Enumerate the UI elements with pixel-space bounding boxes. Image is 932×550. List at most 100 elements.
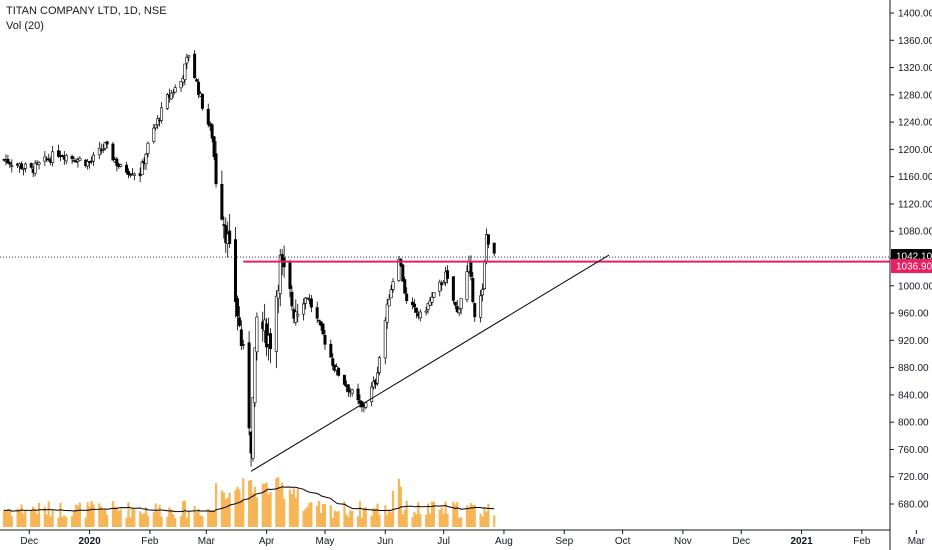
candle	[91, 151, 95, 166]
volume-bar	[32, 506, 35, 527]
candle	[403, 276, 407, 295]
volume-bar	[333, 510, 336, 527]
volume-bar	[168, 507, 171, 527]
candle-body	[323, 335, 327, 345]
candle-body	[64, 155, 68, 162]
candle-body	[2, 159, 6, 161]
candle-body	[101, 148, 105, 151]
volume-bar	[419, 513, 422, 527]
candle-body	[253, 347, 257, 404]
y-tick-label: 1280.00	[898, 90, 932, 101]
candle-body	[418, 311, 422, 319]
candle-body	[309, 298, 313, 308]
candle	[364, 401, 368, 410]
candle	[74, 158, 78, 163]
volume-bar	[473, 504, 476, 527]
candle-body	[432, 292, 436, 298]
candle	[276, 284, 280, 314]
candle-body	[125, 164, 129, 173]
volume-bar	[212, 510, 216, 527]
candle-body	[220, 183, 224, 220]
candle	[144, 153, 148, 170]
candle-body	[37, 162, 41, 165]
candle-body	[173, 87, 177, 93]
volume-bar	[440, 507, 443, 527]
volume-bar	[290, 494, 294, 527]
candle	[154, 124, 158, 131]
candle-body	[154, 124, 158, 129]
volume-bar	[294, 497, 297, 527]
candle	[183, 63, 187, 86]
candle-body	[426, 303, 430, 310]
volume-bar	[362, 508, 365, 527]
volume-bar	[207, 508, 210, 527]
candle-body	[193, 53, 197, 79]
y-tick-label: 1000.00	[898, 281, 932, 292]
candle	[210, 123, 214, 143]
candle	[47, 153, 51, 162]
candle-body	[385, 303, 389, 323]
volume-bar	[318, 500, 321, 527]
volume-bar	[316, 505, 319, 527]
volume-bar	[209, 509, 212, 527]
candle	[342, 374, 346, 386]
volume-bar	[261, 483, 264, 527]
candle	[473, 302, 477, 322]
volume-bar	[426, 503, 430, 527]
candle-body	[486, 234, 490, 245]
volume-bar	[323, 503, 327, 527]
candle	[97, 141, 101, 160]
volume-bar	[133, 509, 136, 527]
candle-body	[430, 296, 434, 303]
volume-bar	[111, 501, 115, 527]
candle-body	[305, 297, 309, 300]
volume-bar	[454, 504, 457, 527]
volume-bar	[370, 515, 373, 527]
candle	[220, 170, 224, 221]
candle-body	[185, 57, 189, 64]
volume-bar	[158, 504, 161, 527]
candle-body	[255, 316, 259, 353]
volume-bar	[43, 506, 46, 527]
candle-body	[428, 300, 432, 306]
volume-bar	[104, 509, 107, 527]
volume-bar	[329, 505, 332, 527]
volume-bar	[57, 517, 60, 527]
volume-bar	[65, 516, 68, 527]
volume-bar	[265, 482, 268, 527]
candle	[274, 290, 278, 369]
candle-body	[195, 79, 199, 82]
candle-body	[337, 367, 341, 376]
candle	[486, 234, 490, 249]
candle-body	[251, 397, 255, 459]
candle-body	[342, 374, 346, 385]
candle-body	[152, 127, 156, 142]
volume-bar	[74, 504, 78, 527]
y-tick-label: 720.00	[898, 472, 929, 483]
candle	[269, 328, 273, 364]
candle	[465, 265, 469, 303]
candle	[484, 228, 488, 265]
candle	[21, 167, 25, 176]
volume-bar	[195, 512, 198, 527]
y-tick-label: 1080.00	[898, 227, 932, 238]
volume-bar	[460, 517, 463, 527]
candle-body	[97, 148, 101, 156]
candle	[387, 294, 391, 307]
ascending-trendline	[250, 254, 610, 472]
y-tick-label: 1360.00	[898, 36, 932, 47]
candle	[126, 168, 130, 179]
volume-bar	[425, 514, 428, 527]
volume-bar	[211, 510, 214, 527]
candle-body	[70, 156, 74, 159]
volume-bar	[8, 509, 11, 527]
volume-bars	[2, 477, 496, 527]
candle-body	[160, 107, 164, 121]
candle	[255, 312, 259, 361]
candle-body	[181, 78, 185, 83]
candle-body	[459, 298, 463, 309]
candle-body	[442, 282, 446, 285]
candle	[20, 161, 24, 170]
candle-body	[156, 118, 160, 126]
